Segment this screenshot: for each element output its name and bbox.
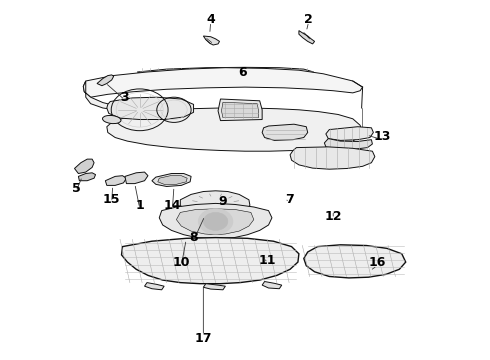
Polygon shape — [97, 75, 114, 86]
Text: 17: 17 — [195, 332, 212, 345]
Polygon shape — [262, 282, 282, 289]
Circle shape — [198, 209, 233, 234]
Polygon shape — [137, 67, 314, 76]
Polygon shape — [324, 139, 372, 149]
Polygon shape — [176, 209, 254, 235]
Polygon shape — [152, 174, 191, 186]
Polygon shape — [158, 176, 187, 184]
Text: 6: 6 — [238, 66, 247, 78]
Text: 15: 15 — [103, 193, 121, 206]
Text: 12: 12 — [324, 210, 342, 222]
Circle shape — [203, 212, 228, 230]
Polygon shape — [78, 173, 96, 181]
Polygon shape — [122, 238, 299, 284]
Polygon shape — [159, 203, 272, 238]
Text: 13: 13 — [373, 130, 391, 143]
Polygon shape — [180, 191, 250, 217]
Polygon shape — [74, 159, 94, 174]
Polygon shape — [83, 68, 363, 97]
Text: 16: 16 — [368, 256, 386, 269]
Text: 1: 1 — [135, 199, 144, 212]
Text: 14: 14 — [164, 199, 181, 212]
Text: 2: 2 — [304, 13, 313, 26]
Polygon shape — [221, 102, 259, 118]
Polygon shape — [299, 31, 315, 44]
Polygon shape — [326, 127, 373, 140]
Polygon shape — [105, 176, 126, 185]
Ellipse shape — [102, 79, 108, 83]
Polygon shape — [203, 284, 225, 290]
Polygon shape — [107, 97, 194, 120]
Polygon shape — [255, 248, 280, 261]
Text: 4: 4 — [206, 13, 215, 26]
Ellipse shape — [102, 116, 121, 123]
Text: 5: 5 — [72, 183, 80, 195]
Polygon shape — [145, 283, 164, 290]
Text: 10: 10 — [172, 256, 190, 269]
Polygon shape — [218, 99, 262, 121]
Text: 9: 9 — [219, 195, 227, 208]
Polygon shape — [125, 172, 148, 184]
Text: 11: 11 — [258, 255, 276, 267]
Polygon shape — [290, 147, 375, 169]
Polygon shape — [83, 81, 362, 151]
Text: 8: 8 — [189, 231, 198, 244]
Text: 7: 7 — [285, 193, 294, 206]
Polygon shape — [304, 245, 406, 278]
Polygon shape — [262, 124, 308, 140]
Text: 3: 3 — [121, 91, 129, 104]
Polygon shape — [203, 36, 220, 45]
